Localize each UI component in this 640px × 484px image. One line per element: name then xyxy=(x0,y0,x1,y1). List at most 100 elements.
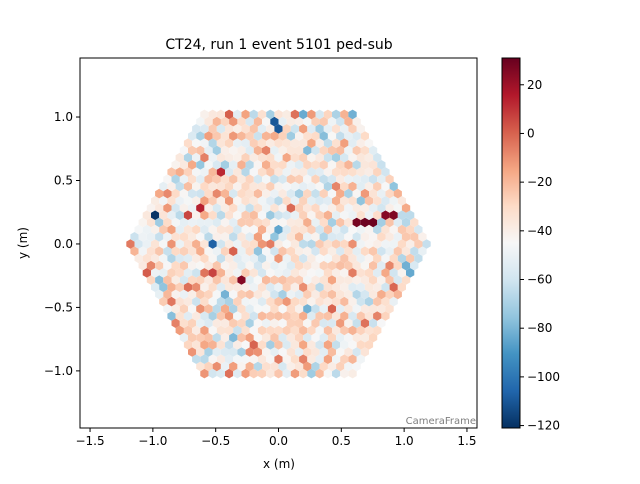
camera-pixel xyxy=(220,217,230,228)
camera-pixel xyxy=(270,361,279,372)
camera-pixel xyxy=(163,174,172,184)
camera-pixel xyxy=(241,268,250,278)
camera-pixel xyxy=(216,253,225,264)
camera-pixel xyxy=(282,340,291,350)
camera-pixel xyxy=(311,361,320,372)
camera-pixel xyxy=(225,124,234,134)
camera-pixel xyxy=(340,311,349,321)
camera-pixel xyxy=(200,296,209,307)
camera-pixel xyxy=(212,174,221,184)
camera-pixel xyxy=(216,224,225,235)
camera-pixel xyxy=(175,224,184,235)
camera-pixel xyxy=(352,145,361,156)
camera-pixel xyxy=(323,181,332,192)
camera-pixel xyxy=(340,354,349,364)
camera-pixel xyxy=(159,282,168,292)
camera-pixel xyxy=(290,253,300,264)
camera-pixel xyxy=(323,210,332,220)
camera-pixel xyxy=(257,340,267,350)
camera-pixel xyxy=(336,188,345,199)
camera-pixel xyxy=(225,268,234,278)
camera-pixel xyxy=(237,131,246,141)
camera-pixel xyxy=(163,289,172,300)
camera-pixel xyxy=(233,167,242,177)
camera-pixel xyxy=(315,239,324,249)
camera-pixel xyxy=(299,224,308,235)
camera-pixel xyxy=(319,304,328,314)
camera-pixel xyxy=(196,188,205,199)
camera-pixel xyxy=(336,275,345,285)
camera-pixel xyxy=(418,232,427,242)
x-tick-label: −1.5 xyxy=(75,434,104,448)
camera-pixel xyxy=(270,332,279,343)
camera-pixel xyxy=(204,318,213,328)
camera-pixel xyxy=(307,152,316,163)
camera-pixel xyxy=(348,124,357,134)
camera-pixel xyxy=(356,325,365,336)
camera-pixel xyxy=(364,340,374,350)
camera-pixel xyxy=(237,232,246,242)
camera-pixel xyxy=(229,232,238,242)
camera-pixel xyxy=(319,160,328,170)
camera-pixel xyxy=(183,167,193,177)
camera-pixel xyxy=(344,203,353,213)
camera-pixel xyxy=(233,181,242,192)
camera-pixel xyxy=(356,296,365,307)
camera-pixel xyxy=(167,167,176,177)
camera-pixel xyxy=(241,239,250,249)
camera-pixel xyxy=(146,275,156,285)
camera-pixel xyxy=(348,340,357,350)
camera-pixel xyxy=(233,138,242,148)
camera-pixel xyxy=(406,210,415,220)
camera-pixel xyxy=(151,239,160,249)
camera-pixel xyxy=(360,246,369,256)
camera-pixel xyxy=(204,332,213,343)
camera-pixel xyxy=(303,116,312,127)
camera-pixel xyxy=(175,282,184,292)
camera-pixel xyxy=(336,174,345,184)
camera-pixel xyxy=(327,145,337,156)
camera-pixel xyxy=(216,340,225,350)
camera-pixel xyxy=(286,332,295,343)
camera-pixel xyxy=(167,311,176,321)
camera-pixel xyxy=(171,275,180,285)
camera-pixel xyxy=(315,340,324,350)
camera-pixel xyxy=(233,253,242,264)
camera-pixel xyxy=(389,296,398,307)
camera-pixel xyxy=(212,203,221,213)
camera-pixel xyxy=(373,268,382,278)
camera-pixel xyxy=(204,275,213,285)
camera-pixel xyxy=(344,232,353,242)
camera-pixel xyxy=(253,347,262,357)
camera-pixel xyxy=(216,167,225,177)
camera-pixel xyxy=(241,354,250,364)
camera-pixel xyxy=(278,232,287,242)
camera-pixel xyxy=(179,318,188,328)
camera-pixel xyxy=(196,318,205,328)
camera-pixel xyxy=(212,260,221,271)
camera-pixel xyxy=(270,145,279,156)
y-tick-label: 0.0 xyxy=(54,237,73,251)
camera-pixel xyxy=(220,174,230,184)
camera-pixel xyxy=(340,181,349,192)
camera-pixel xyxy=(192,167,201,177)
camera-pixel xyxy=(373,224,382,235)
camera-pixel xyxy=(208,368,217,379)
camera-pixel xyxy=(220,232,230,242)
camera-pixel xyxy=(299,296,308,307)
camera-pixel xyxy=(216,282,225,292)
camera-pixel xyxy=(183,239,193,249)
camera-pixel xyxy=(295,275,304,285)
camera-pixel xyxy=(323,152,332,163)
camera-pixel xyxy=(303,232,312,242)
camera-pixel xyxy=(290,325,300,336)
camera-pixel xyxy=(274,224,283,235)
camera-pixel xyxy=(311,232,320,242)
camera-pixel xyxy=(290,354,300,364)
camera-pixel xyxy=(270,131,279,141)
camera-pixel xyxy=(344,347,353,357)
camera-pixel xyxy=(130,246,139,256)
camera-pixel xyxy=(344,304,353,314)
camera-pixel xyxy=(257,239,267,249)
camera-pixel xyxy=(274,181,283,192)
